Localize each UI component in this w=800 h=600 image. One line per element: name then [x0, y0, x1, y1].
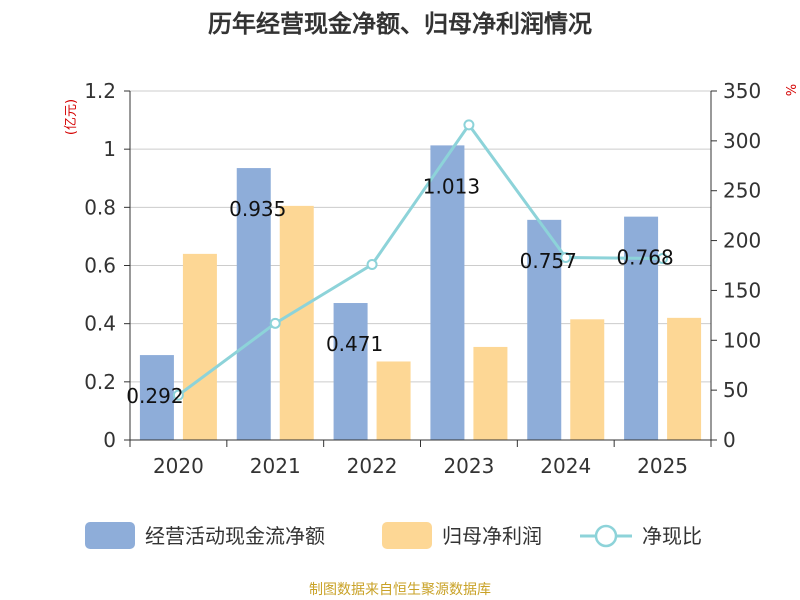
bar-series-1: [376, 361, 411, 440]
bar-series-1: [570, 319, 605, 440]
bar-series-1: [473, 346, 508, 440]
data-label: 0.757: [520, 249, 577, 273]
y-left-tick-label: 0.6: [84, 254, 116, 278]
legend-item-ratio[interactable]: 净现比: [580, 524, 702, 548]
y-left-tick-label: 1: [103, 137, 116, 161]
y-right-tick-label: 300: [723, 129, 761, 153]
ratio-point: [366, 259, 378, 271]
data-label: 0.935: [229, 197, 286, 221]
ratio-point: [657, 253, 669, 265]
x-tick-label: 2020: [153, 454, 204, 478]
ratio-point: [560, 252, 572, 264]
ratio-point: [463, 119, 475, 131]
x-tick-label: 2021: [250, 454, 301, 478]
legend-label-ratio: 净现比: [642, 524, 702, 548]
bar-series-0: [139, 355, 174, 440]
footer-source: 制图数据来自恒生聚源数据库: [309, 582, 491, 598]
y-left-tick-label: 0: [103, 428, 116, 452]
bar-series-0: [527, 219, 562, 440]
ratio-line: [172, 119, 669, 401]
y-right-tick-label: 150: [723, 278, 761, 302]
y-right-tick-label: 50: [723, 378, 748, 402]
y-left-tick-label: 0.8: [84, 195, 116, 219]
x-tick-label: 2022: [347, 454, 398, 478]
ratio-line-path: [177, 122, 663, 397]
x-tick-label: 2024: [540, 454, 591, 478]
data-label: 0.768: [616, 246, 673, 270]
y-right-tick-label: 350: [723, 79, 761, 103]
ratio-point: [172, 389, 184, 401]
legend-item-cashflow[interactable]: 经营活动现金流净额: [85, 522, 325, 549]
bar-series-0: [624, 216, 659, 440]
data-label: 0.292: [126, 384, 183, 408]
y-right-tick-label: 100: [723, 328, 761, 352]
bars: [139, 145, 702, 440]
legend-item-profit[interactable]: 归母净利润: [382, 522, 542, 549]
bar-series-0: [333, 303, 368, 440]
bar-series-1: [667, 317, 702, 440]
chart-title: 历年经营现金净额、归母净利润情况: [208, 10, 592, 38]
y-right-tick-label: 250: [723, 179, 761, 203]
bar-series-0: [430, 145, 465, 440]
right-axis-unit: %: [782, 84, 797, 96]
left-axis-unit: (亿元): [64, 99, 79, 135]
data-labels: 0.292 0.935 0.471 1.013 0.757 0.768: [126, 174, 673, 408]
bar-series-1: [279, 205, 314, 440]
bar-series-0: [236, 168, 271, 440]
legend-marker-ratio: [594, 524, 618, 548]
data-label: 1.013: [423, 174, 480, 198]
data-label: 0.471: [326, 332, 383, 356]
y-left-tick-label: 1.2: [84, 79, 116, 103]
y-right-tick-label: 200: [723, 229, 761, 253]
y-right-tick-label: 0: [723, 428, 736, 452]
x-tick-label: 2023: [443, 454, 494, 478]
x-tick-label: 2025: [637, 454, 688, 478]
bar-series-1: [182, 253, 217, 440]
legend-swatch-cashflow: [85, 522, 135, 549]
y-left-tick-label: 0.4: [84, 312, 116, 336]
ratio-point: [269, 317, 281, 329]
grid-lines: [130, 90, 711, 383]
axes: 0 0.2 0.4 0.6 0.8 1 1.2 0 50 100 150 200 250 300 350 20…: [84, 79, 761, 478]
legend-swatch-profit: [382, 522, 432, 549]
y-left-tick-label: 0.2: [84, 370, 116, 394]
legend-label-cashflow: 经营活动现金流净额: [145, 524, 325, 548]
legend-label-profit: 归母净利润: [442, 524, 542, 548]
legend: 经营活动现金流净额 归母净利润 净现比: [85, 522, 702, 549]
